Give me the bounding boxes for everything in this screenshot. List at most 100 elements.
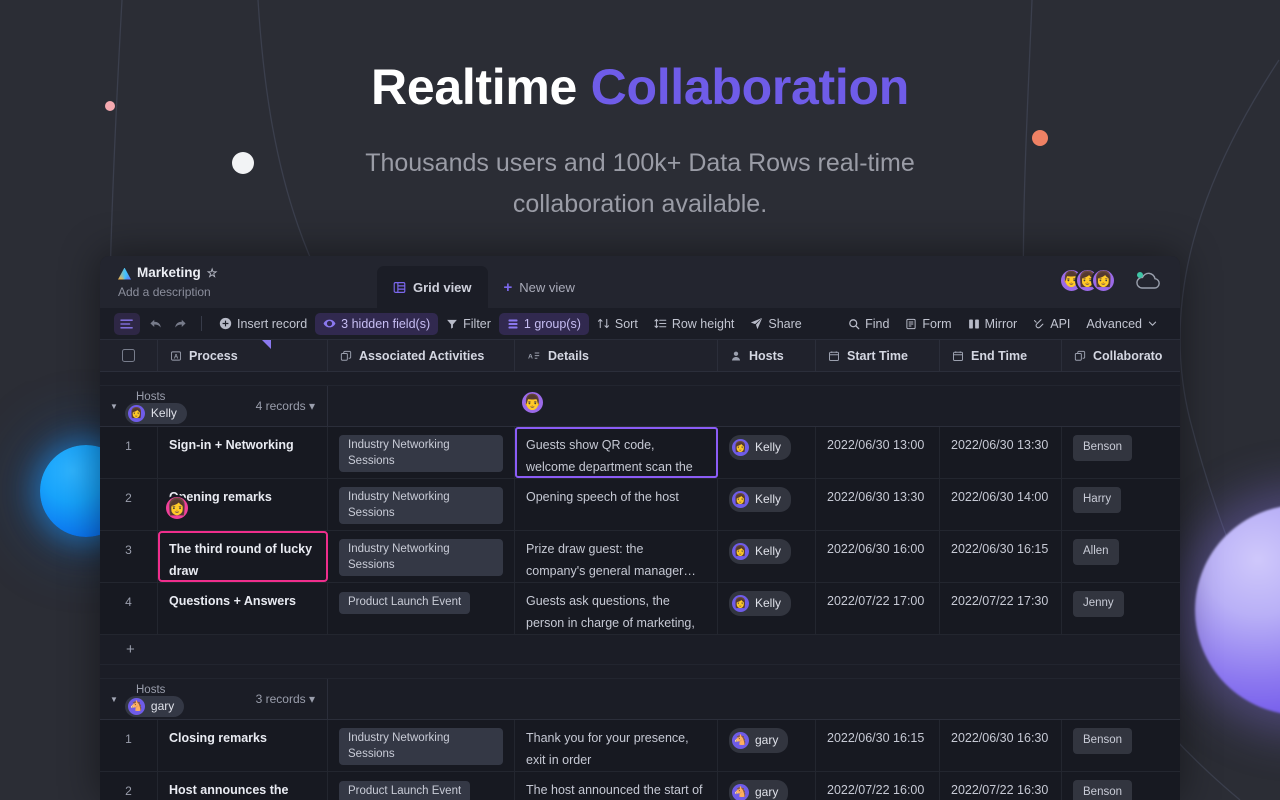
cell-collaborator[interactable]: Benson bbox=[1062, 720, 1180, 771]
share-button[interactable]: Share bbox=[742, 313, 809, 335]
row-index[interactable]: 1 bbox=[100, 427, 158, 478]
tab-new-view[interactable]: + New view bbox=[488, 266, 591, 308]
cell-details[interactable]: The host announced the start of th bbox=[515, 772, 718, 800]
cell-activity[interactable]: Industry Networking Sessions bbox=[328, 531, 515, 582]
group-record-count[interactable]: 3 records ▾ bbox=[255, 692, 315, 706]
tab-new-view-label: New view bbox=[519, 279, 575, 295]
cell-activity[interactable]: Industry Networking Sessions bbox=[328, 427, 515, 478]
form-button[interactable]: Form bbox=[897, 313, 959, 335]
group-header[interactable]: ▼ Hosts 👩 Kelly 4 records ▾ 👨 bbox=[100, 386, 1180, 427]
sort-button[interactable]: Sort bbox=[589, 313, 646, 335]
cell-process[interactable]: Closing remarks bbox=[158, 720, 328, 771]
row-index[interactable]: 4 bbox=[100, 583, 158, 634]
cell-collaborator[interactable]: Harry bbox=[1062, 479, 1180, 530]
column-header-start-time[interactable]: Start Time bbox=[816, 340, 940, 371]
cell-process[interactable]: Sign-in + Networking bbox=[158, 427, 328, 478]
hidden-fields-button[interactable]: 3 hidden field(s) bbox=[315, 312, 439, 335]
column-header-process[interactable]: A Process bbox=[158, 340, 328, 371]
group-header-left[interactable]: ▼ Hosts 👩 Kelly 4 records ▾ bbox=[100, 386, 328, 426]
column-header-associated-activities[interactable]: Associated Activities bbox=[328, 340, 515, 371]
cell-details[interactable]: Prize draw guest: the company's general … bbox=[515, 531, 718, 582]
find-button[interactable]: Find bbox=[840, 313, 897, 335]
cell-process[interactable]: Host announces the start bbox=[158, 772, 328, 800]
cell-host[interactable]: 👩 Kelly bbox=[718, 427, 816, 478]
table-row[interactable]: 4 Questions + Answers Product Launch Eve… bbox=[100, 583, 1180, 635]
column-header-hosts[interactable]: Hosts bbox=[718, 340, 816, 371]
row-index[interactable]: 3 bbox=[100, 531, 158, 582]
activity-tag: Industry Networking Sessions bbox=[339, 539, 503, 577]
table-row[interactable]: 1 Sign-in + Networking Industry Networki… bbox=[100, 427, 1180, 479]
cell-details[interactable]: Thank you for your presence, exit in ord… bbox=[515, 720, 718, 771]
add-record-row[interactable]: + bbox=[100, 635, 1180, 665]
base-title-row[interactable]: Marketing ☆ bbox=[118, 265, 218, 280]
cell-host[interactable]: 👩 Kelly bbox=[718, 479, 816, 530]
cell-process[interactable]: Questions + Answers bbox=[158, 583, 328, 634]
advanced-button[interactable]: Advanced bbox=[1078, 313, 1166, 335]
cell-start-time[interactable]: 2022/06/30 13:30 bbox=[816, 479, 940, 530]
cell-host[interactable]: 🐴 gary bbox=[718, 720, 816, 771]
cell-activity[interactable]: Industry Networking Sessions bbox=[328, 479, 515, 530]
cell-activity[interactable]: Industry Networking Sessions bbox=[328, 720, 515, 771]
column-header-collaborator[interactable]: Collaborato bbox=[1062, 340, 1180, 371]
chevron-down-icon[interactable]: ▼ bbox=[110, 694, 118, 704]
cell-host[interactable]: 👩 Kelly bbox=[718, 531, 816, 582]
mirror-button[interactable]: Mirror bbox=[960, 313, 1026, 335]
cell-host[interactable]: 🐴 gary bbox=[718, 772, 816, 800]
table-row[interactable]: 2 Opening remarks 👩 Industry Networking … bbox=[100, 479, 1180, 531]
tab-grid-view[interactable]: Grid view bbox=[377, 266, 488, 308]
cell-end-time[interactable]: 2022/06/30 16:30 bbox=[940, 720, 1062, 771]
group-button[interactable]: 1 group(s) bbox=[498, 312, 589, 335]
cloud-sync-icon[interactable] bbox=[1134, 271, 1162, 291]
cell-end-time[interactable]: 2022/07/22 17:30 bbox=[940, 583, 1062, 634]
star-icon[interactable]: ☆ bbox=[206, 265, 218, 280]
column-header-details[interactable]: A Details bbox=[515, 340, 718, 371]
table-row[interactable]: 2 Host announces the start Product Launc… bbox=[100, 772, 1180, 800]
cell-end-time[interactable]: 2022/06/30 16:15 bbox=[940, 531, 1062, 582]
group-header-left[interactable]: ▼ Hosts 🐴 gary 3 records ▾ bbox=[100, 679, 328, 719]
cell-end-time[interactable]: 2022/07/22 16:30 bbox=[940, 772, 1062, 800]
cell-host[interactable]: 👩 Kelly bbox=[718, 583, 816, 634]
cell-collaborator[interactable]: Benson bbox=[1062, 772, 1180, 800]
cell-activity[interactable]: Product Launch Event bbox=[328, 772, 515, 800]
column-header-end-time[interactable]: End Time bbox=[940, 340, 1062, 371]
cell-collaborator[interactable]: Benson bbox=[1062, 427, 1180, 478]
activity-tag: Product Launch Event bbox=[339, 592, 471, 614]
row-index[interactable]: 1 bbox=[100, 720, 158, 771]
cell-details[interactable]: Guests ask questions, the person in char… bbox=[515, 583, 718, 634]
redo-icon[interactable] bbox=[168, 313, 192, 335]
cell-activity[interactable]: Product Launch Event bbox=[328, 583, 515, 634]
select-all-header[interactable] bbox=[100, 340, 158, 371]
chevron-down-icon[interactable]: ▼ bbox=[110, 401, 118, 411]
row-index[interactable]: 2 bbox=[100, 772, 158, 800]
avatar[interactable]: 👩 bbox=[1091, 268, 1116, 293]
row-height-button[interactable]: Row height bbox=[646, 313, 743, 335]
filter-button[interactable]: Filter bbox=[438, 313, 499, 335]
cell-start-time[interactable]: 2022/06/30 16:00 bbox=[816, 531, 940, 582]
cell-end-time[interactable]: 2022/06/30 14:00 bbox=[940, 479, 1062, 530]
table-row[interactable]: 3 The third round of lucky draw Industry… bbox=[100, 531, 1180, 583]
base-description[interactable]: Add a description bbox=[118, 285, 211, 299]
form-label: Form bbox=[922, 316, 952, 331]
cell-collaborator[interactable]: Jenny bbox=[1062, 583, 1180, 634]
cell-details[interactable]: Guests show QR code, welcome department … bbox=[515, 427, 718, 478]
cell-details[interactable]: Opening speech of the host bbox=[515, 479, 718, 530]
sidebar-toggle-icon[interactable] bbox=[114, 312, 140, 335]
api-button[interactable]: API bbox=[1025, 313, 1078, 335]
checkbox-icon[interactable] bbox=[122, 349, 135, 362]
cell-start-time[interactable]: 2022/07/22 17:00 bbox=[816, 583, 940, 634]
table-row[interactable]: 1 Closing remarks Industry Networking Se… bbox=[100, 720, 1180, 772]
group-record-count[interactable]: 4 records ▾ bbox=[255, 399, 315, 413]
column-resize-marker bbox=[262, 340, 271, 349]
cell-start-time[interactable]: 2022/07/22 16:00 bbox=[816, 772, 940, 800]
insert-record-button[interactable]: Insert record bbox=[211, 313, 315, 335]
cell-process[interactable]: Opening remarks 👩 bbox=[158, 479, 328, 530]
undo-icon[interactable] bbox=[144, 313, 168, 335]
group-header[interactable]: ▼ Hosts 🐴 gary 3 records ▾ bbox=[100, 679, 1180, 720]
cell-process[interactable]: The third round of lucky draw bbox=[158, 531, 328, 582]
collaborator-avatars[interactable]: 👨 👩 👩 bbox=[1059, 268, 1116, 293]
cell-collaborator[interactable]: Allen bbox=[1062, 531, 1180, 582]
cell-end-time[interactable]: 2022/06/30 13:30 bbox=[940, 427, 1062, 478]
cell-start-time[interactable]: 2022/06/30 16:15 bbox=[816, 720, 940, 771]
cell-start-time[interactable]: 2022/06/30 13:00 bbox=[816, 427, 940, 478]
row-index[interactable]: 2 bbox=[100, 479, 158, 530]
